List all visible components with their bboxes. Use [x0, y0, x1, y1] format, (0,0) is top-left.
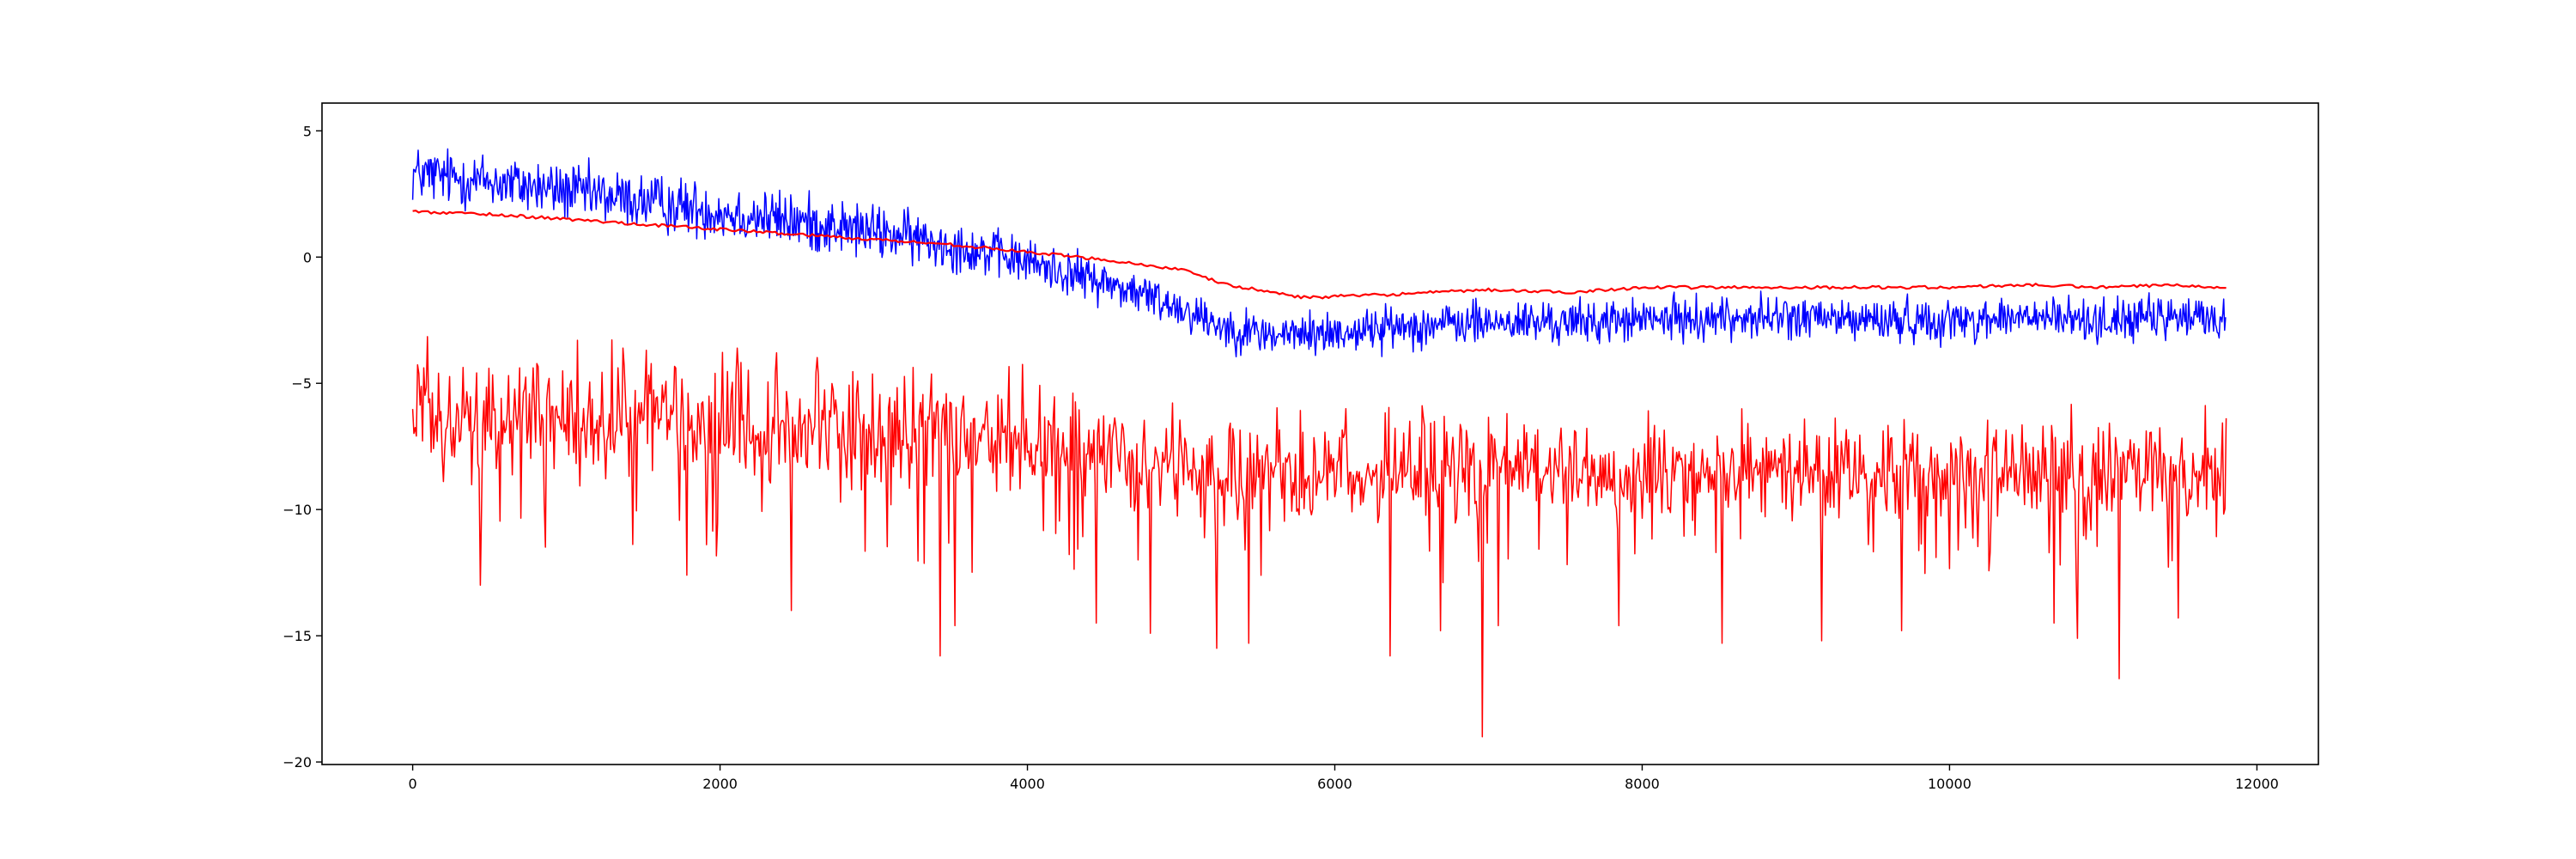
- y-axis: 5 0 −5 −10 −15 −20: [283, 123, 322, 771]
- series-line-2: [411, 336, 2227, 738]
- y-tick-label: −15: [283, 628, 312, 644]
- x-tick-label: 10000: [1928, 776, 1971, 792]
- plot-area: [322, 103, 2318, 765]
- x-tick-label: 8000: [1625, 776, 1660, 792]
- y-tick-label: −10: [283, 502, 312, 518]
- series-0: [411, 148, 2227, 358]
- series-layer: [411, 148, 2227, 738]
- plot-frame: [321, 102, 2319, 765]
- series-1: [412, 210, 2227, 300]
- series-2: [411, 336, 2227, 738]
- x-tick-label: 0: [409, 776, 417, 792]
- x-tick-label: 12000: [2235, 776, 2279, 792]
- x-tick-label: 2000: [702, 776, 738, 792]
- series-line-0: [411, 148, 2227, 358]
- y-tick-label: −5: [291, 375, 312, 392]
- y-tick-label: −20: [283, 754, 312, 771]
- y-tick-label: 0: [303, 249, 312, 265]
- x-tick-label: 4000: [1010, 776, 1045, 792]
- x-tick-label: 6000: [1317, 776, 1352, 792]
- y-tick-label: 5: [303, 123, 312, 139]
- x-axis: 0 2000 4000 6000 8000 10000 12000: [409, 765, 2279, 792]
- series-line-1: [412, 210, 2227, 300]
